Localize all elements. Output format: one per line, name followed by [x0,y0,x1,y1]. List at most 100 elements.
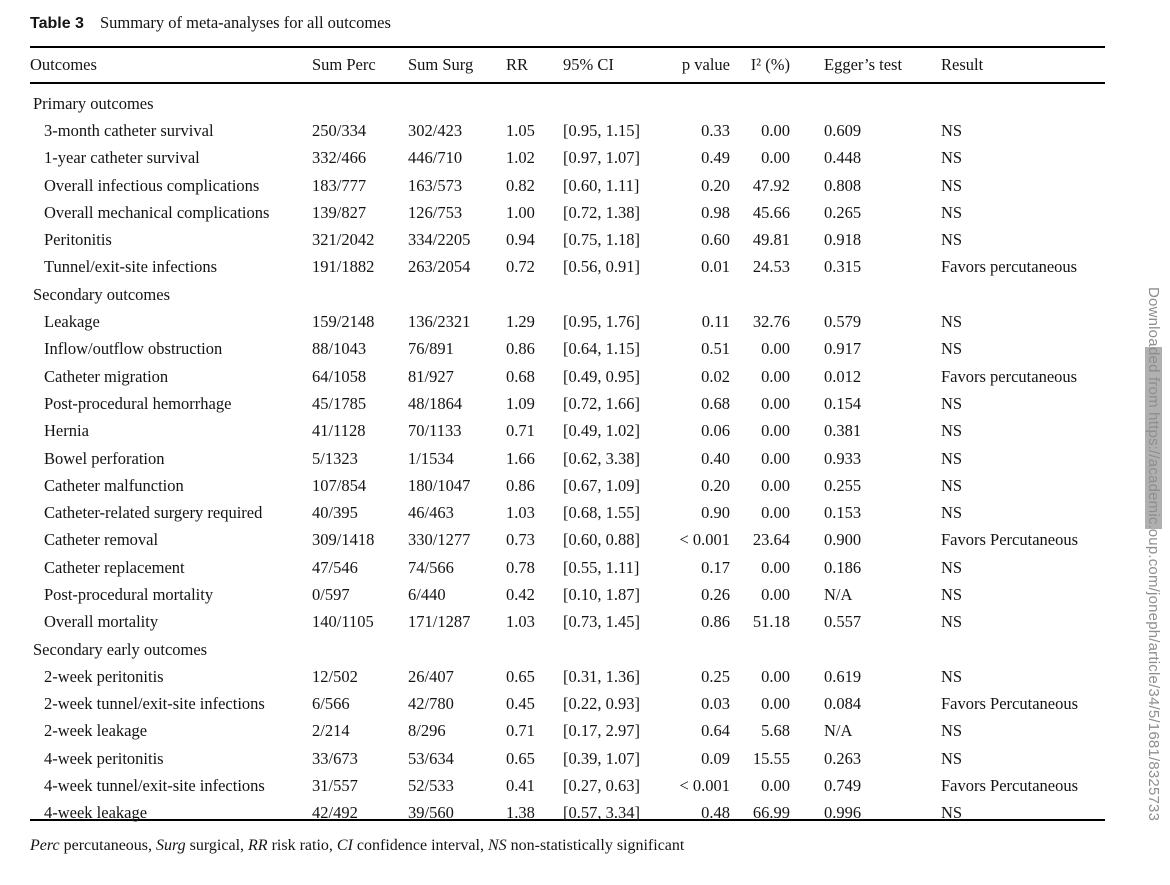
watermark-prefix: Downloa [1145,287,1162,347]
footnote-text: surgical, [185,837,249,854]
table-cell: 4-week peritonitis [44,748,164,768]
column-header: RR [506,54,529,74]
table-cell: 0.00 [761,503,790,523]
table-cell: Peritonitis [44,230,112,250]
table-cell: 0.265 [824,202,862,222]
table-cell: 0.42 [506,584,535,604]
table-cell: NS [941,230,963,250]
table-cell: 321/2042 [312,230,375,250]
table-cell: 1.03 [506,612,535,632]
table-cell: 46/463 [408,503,454,523]
table-cell: Catheter removal [44,530,159,550]
section-row: Primary outcomes [30,90,1105,117]
table-row: Catheter-related surgery required 40/395 4… [30,499,1105,526]
table-cell: Favors Percutaneous [941,776,1079,796]
table-cell: 191/1882 [312,257,375,277]
table-body: Primary outcomes 3-month catheter surviva… [30,82,1105,827]
table-row: 3-month catheter survival 250/334 302/423 1… [30,117,1105,144]
footnote-abbrev: RR [248,837,268,854]
table-cell: 1.05 [506,120,535,140]
table-cell: 0.00 [761,694,790,714]
table-row: Overall mortality 140/1105 171/1287 1.03 [0.… [30,609,1105,636]
table-cell: 0.49 [701,148,730,168]
table-cell: 47.92 [752,175,790,195]
table-cell: [0.68, 1.55] [563,503,640,523]
table-cell: 2-week leakage [44,721,148,741]
table-row: Catheter removal 309/1418 330/1277 0.73 [0.6… [30,527,1105,554]
table-cell: 5/1323 [312,448,358,468]
table-cell: 0.45 [506,694,535,714]
table-cell: < 0.001 [679,776,730,796]
table-cell: [0.97, 1.07] [563,148,640,168]
table-cell: 0.78 [506,557,535,577]
column-header: Outcomes [30,54,97,74]
table-cell: 0.933 [824,448,862,468]
table-row: Catheter replacement 47/546 74/566 0.78 [0.5… [30,554,1105,581]
table-cell: Favors percutaneous [941,366,1078,386]
table-cell: 0.73 [506,530,535,550]
table-cell: [0.62, 3.38] [563,448,640,468]
table-cell: 45.66 [752,202,790,222]
table-cell: 2/214 [312,721,350,741]
table-cell: 309/1418 [312,530,375,550]
table-cell: 1.09 [506,393,535,413]
table-cell: NS [941,448,963,468]
table-cell: 183/777 [312,175,367,195]
table-cell: NS [941,503,963,523]
footnote-abbrev: CI [336,837,353,854]
table-cell: NS [941,312,963,332]
table-cell: NS [941,339,963,359]
table-cell: 0.808 [824,175,862,195]
table-cell: Catheter malfunction [44,475,184,495]
table-cell: 1.66 [506,448,535,468]
column-header: p value [681,54,730,74]
table-cell: 0.01 [701,257,730,277]
table-cell: 0.09 [701,748,730,768]
table-row: Bowel perforation 5/1323 1/1534 1.66 [0.62, … [30,445,1105,472]
table-header: Outcomes Sum Perc Sum Surg RR 95% CI p value I… [30,47,1105,82]
table-cell: 0.918 [824,230,862,250]
table-cell: 1.03 [506,503,535,523]
table-cell: [0.56, 0.91] [563,257,640,277]
table-cell: 0.00 [761,448,790,468]
section-label: Secondary early outcomes [33,639,208,659]
table-cell: [0.39, 1.07] [563,748,640,768]
table-cell: 0.51 [701,339,730,359]
table-cell: 0.381 [824,421,862,441]
table-cell: 126/753 [408,202,463,222]
footnote-text: non-statistically significant [506,837,685,854]
table-cell: 0.154 [824,393,862,413]
table-cell: [0.60, 1.11] [563,175,640,195]
table-cell: 31/557 [312,776,358,796]
footnote-text: percutaneous, [59,837,157,854]
table-cell: Overall mechanical complications [44,202,270,222]
table-cell: 0.315 [824,257,862,277]
table-cell: 0/597 [312,584,350,604]
table-cell: 0.609 [824,120,862,140]
table-cell: 74/566 [408,557,454,577]
table-cell: 0.26 [701,584,730,604]
table-cell: 0.917 [824,339,862,359]
table-caption-text: Summary of meta-analyses for all outcome… [99,13,391,32]
table-cell: < 0.001 [679,530,730,550]
table-cell: [0.49, 1.02] [563,421,640,441]
table-cell: Post-procedural mortality [44,584,214,604]
footnote-abbrev: Surg [156,837,186,854]
table-cell: [0.10, 1.87] [563,584,640,604]
footnote-abbrev: Perc [30,837,60,854]
table-cell: [0.27, 0.63] [563,776,640,796]
table-cell: NS [941,557,963,577]
table-cell: 0.72 [506,257,535,277]
table-cell: 0.749 [824,776,862,796]
table-row: Overall infectious complications 183/777 1… [30,172,1105,199]
table-cell: 107/854 [312,475,367,495]
table-cell: [0.60, 0.88] [563,530,640,550]
table-cell: 0.03 [701,694,730,714]
table-cell: 15.55 [752,748,790,768]
table-cell: 0.65 [506,748,535,768]
table-row: 2-week tunnel/exit-site infections 6/566 4… [30,691,1105,718]
table-row: Inflow/outflow obstruction 88/1043 76/891 0… [30,336,1105,363]
table-cell: Post-procedural hemorrhage [44,393,232,413]
table-row: Catheter malfunction 107/854 180/1047 0.86 [… [30,472,1105,499]
table-cell: NS [941,803,963,823]
